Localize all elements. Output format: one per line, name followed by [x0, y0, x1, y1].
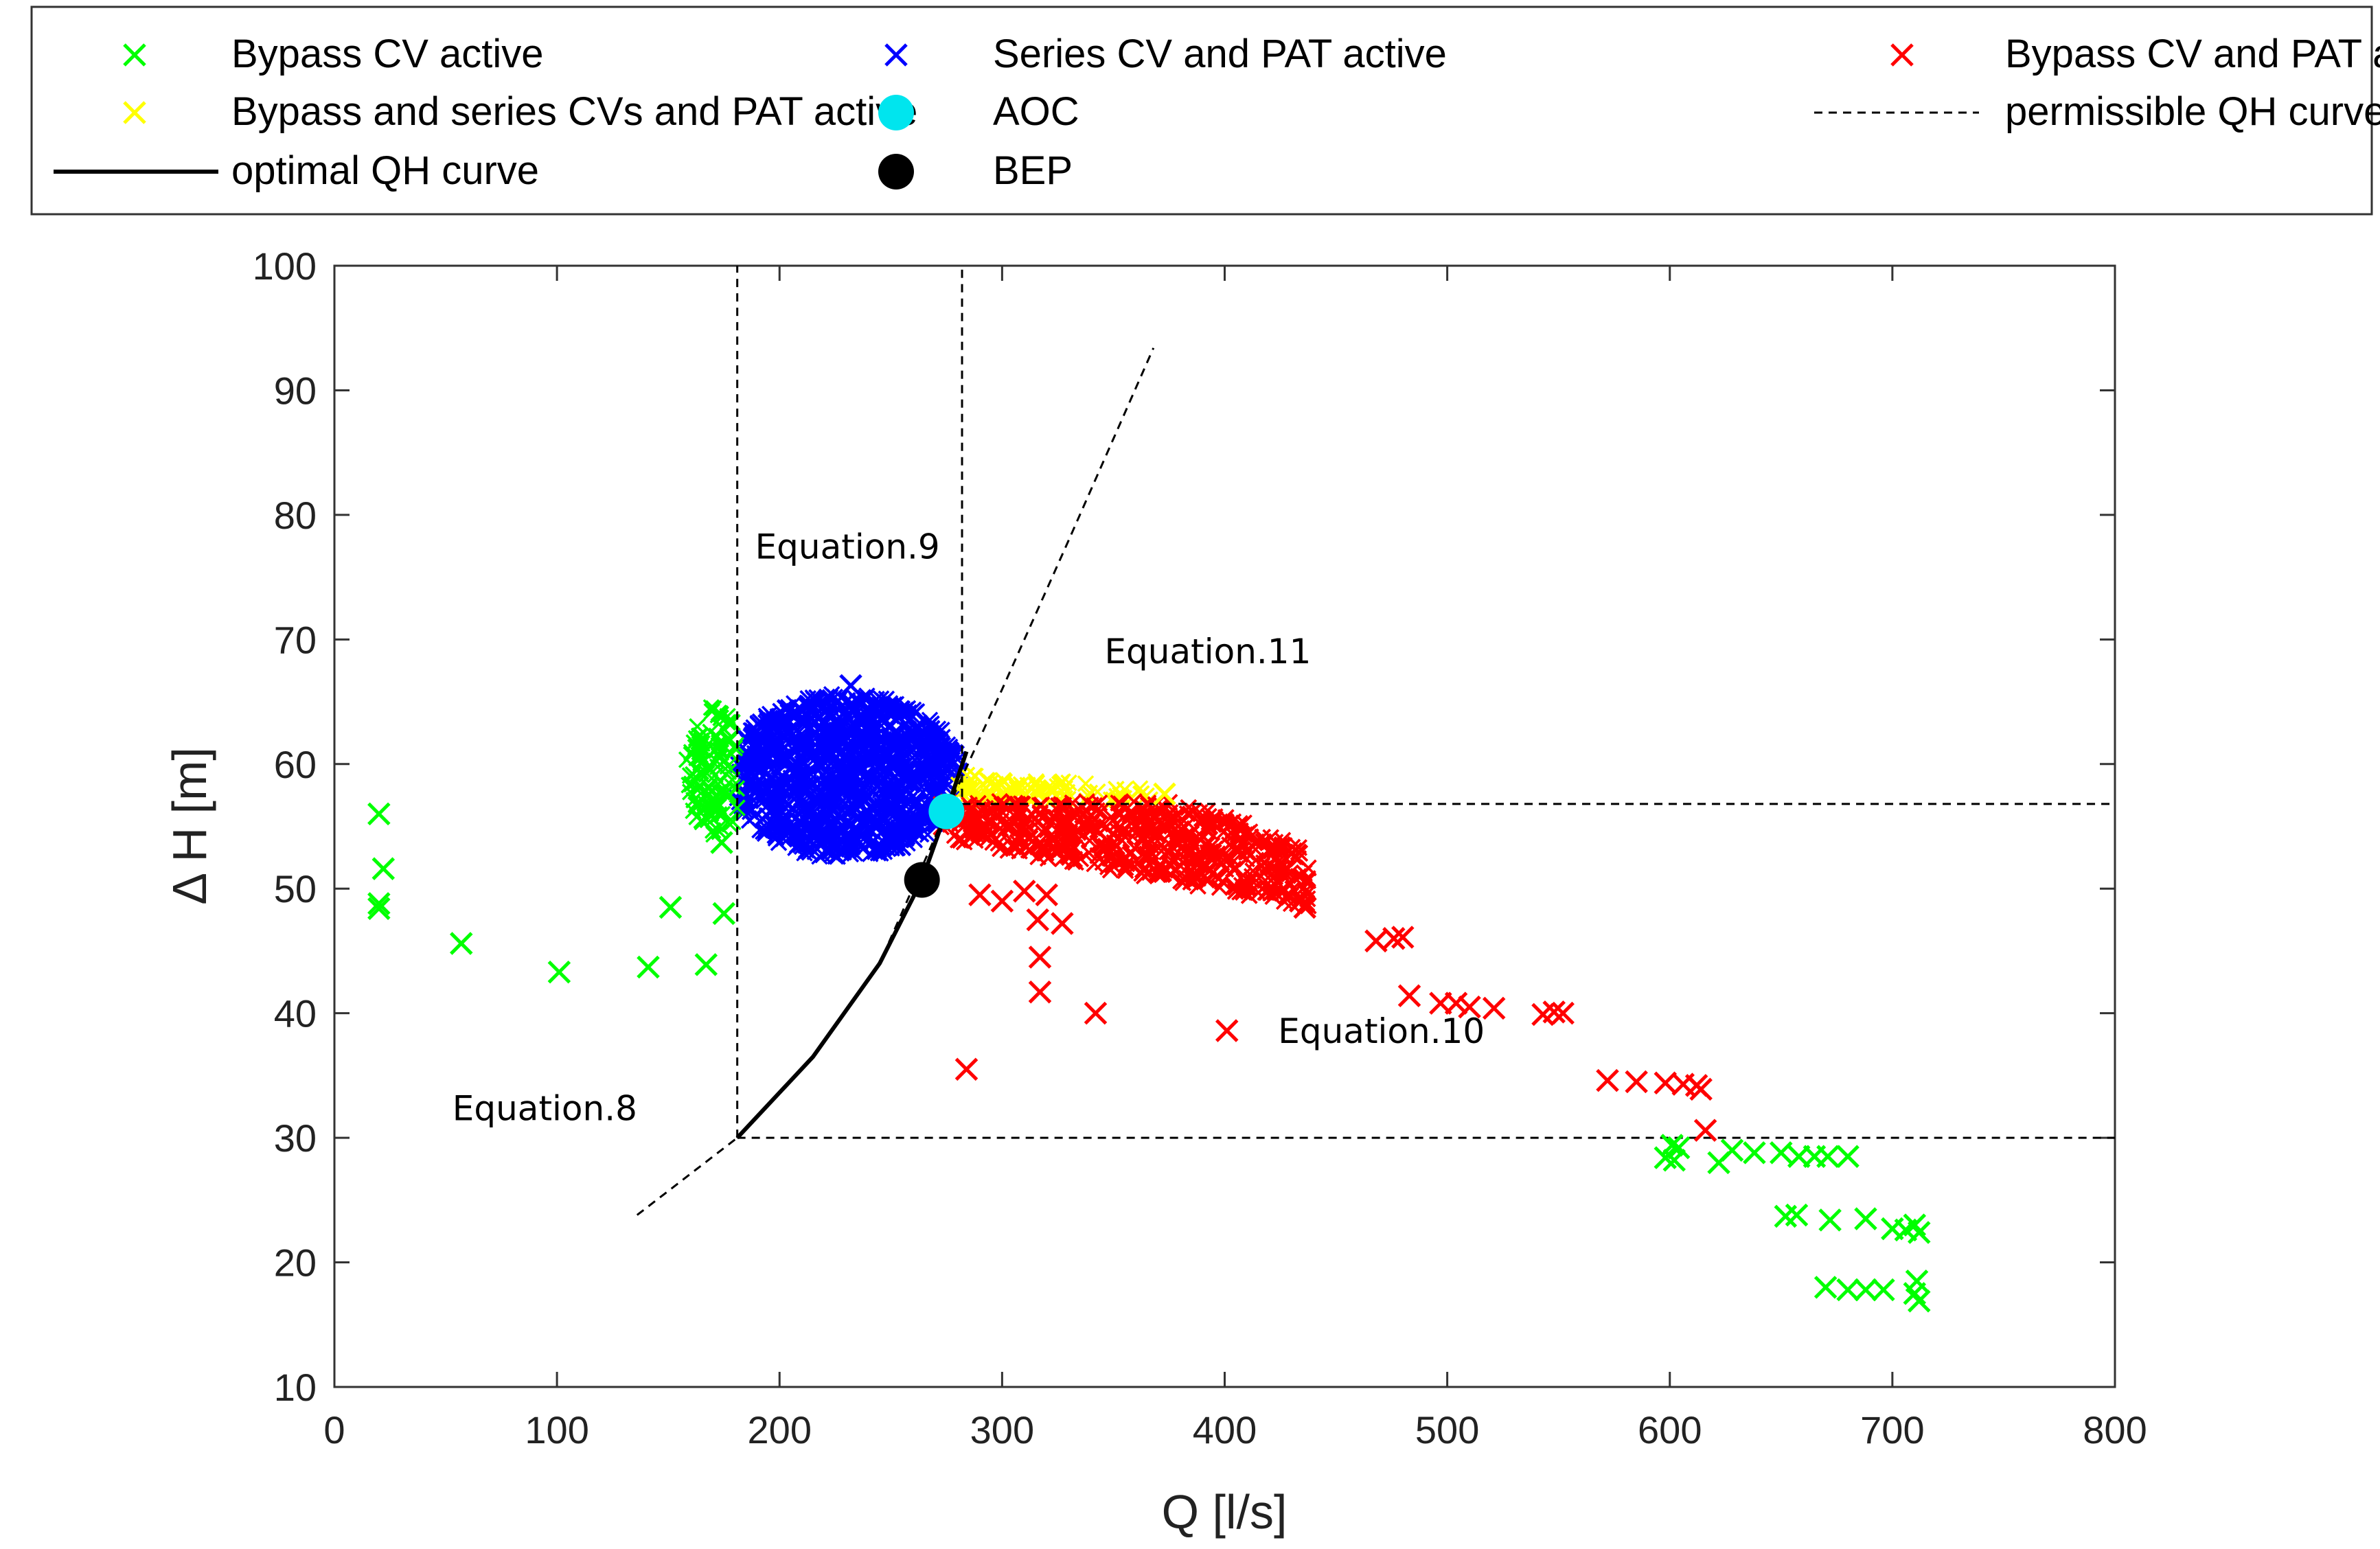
legend-marker-stroke-b — [1890, 43, 1914, 67]
legend-item-bypass-cv-and-pat-active: Bypass CV and PAT active — [1890, 32, 2380, 76]
x-tick-label: 400 — [1193, 1408, 1257, 1452]
legend-label: BEP — [993, 148, 1073, 193]
x-tick-label: 700 — [1860, 1408, 1924, 1452]
y-tick-label: 30 — [274, 1116, 317, 1160]
axis-tick-labels: 0 100 200 300 400 500 600 700 800 10 20 30 40 50 60 70 8… — [253, 244, 2147, 1452]
y-tick-label: 50 — [274, 867, 317, 910]
x-tick-label: 200 — [748, 1408, 812, 1452]
legend-label: AOC — [993, 89, 1079, 134]
legend-label: Bypass and series CVs and PAT active — [231, 89, 917, 134]
x-tick-label: 100 — [525, 1408, 588, 1452]
legend-item-permissible-qh-curve: permissible QH curve — [1814, 89, 2380, 134]
y-tick-label: 80 — [274, 494, 317, 537]
legend-marker-stroke-b — [123, 101, 146, 124]
legend-marker — [884, 43, 908, 67]
legend-marker — [1890, 43, 1914, 67]
operating-regions — [678, 686, 1317, 915]
plot-area: 0 100 200 300 400 500 600 700 800 10 20 30 40 50 60 70 8… — [253, 244, 2147, 1452]
legend-marker-stroke-b — [123, 43, 146, 67]
x-tick-label: 0 — [323, 1408, 345, 1452]
x-tick-label: 500 — [1415, 1408, 1479, 1452]
y-tick-label: 20 — [274, 1241, 317, 1285]
y-tick-label: 90 — [274, 369, 317, 412]
y-tick-label: 70 — [274, 618, 317, 661]
legend-label: Bypass CV active — [231, 32, 544, 76]
legend-item-bypass-cv-active: Bypass CV active — [123, 32, 544, 76]
legend-item-series-cv-and-pat-active: Series CV and PAT active — [884, 32, 1447, 76]
x-tick-label: 600 — [1638, 1408, 1702, 1452]
legend-label: Bypass CV and PAT active — [2005, 32, 2380, 76]
legend-label: optimal QH curve — [231, 148, 539, 193]
legend-item-optimal-qh-curve: optimal QH curve — [54, 148, 539, 193]
legend-items: Bypass CV active Series CV and PAT active… — [54, 32, 2380, 193]
legend: Bypass CV active Series CV and PAT active… — [30, 5, 2380, 216]
legend-item-aoc: AOC — [878, 89, 1079, 134]
x-tick-label: 300 — [970, 1408, 1034, 1452]
legend-label: Series CV and PAT active — [993, 32, 1447, 76]
y-tick-label: 100 — [253, 244, 317, 288]
y-tick-label: 10 — [274, 1366, 317, 1409]
legend-item-bep: BEP — [878, 148, 1073, 193]
region-series-cv-pat — [729, 686, 968, 865]
legend-marker — [878, 154, 914, 190]
legend-marker — [123, 101, 146, 124]
axis-ticks — [333, 264, 2116, 1388]
y-tick-label: 60 — [274, 743, 317, 786]
region-series-cv-pat-mark-stroke-b — [921, 711, 939, 728]
legend-marker-stroke-b — [884, 43, 908, 67]
legend-box — [30, 5, 2373, 216]
legend-item-bypass-and-series-cvs-and-pat-active: Bypass and series CVs and PAT active — [123, 89, 917, 134]
x-tick-label: 800 — [2083, 1408, 2147, 1452]
legend-marker — [878, 95, 914, 130]
legend-label: permissible QH curve — [2005, 89, 2380, 134]
y-tick-label: 40 — [274, 992, 317, 1035]
plot-frame — [333, 264, 2116, 1388]
legend-marker — [123, 43, 146, 67]
